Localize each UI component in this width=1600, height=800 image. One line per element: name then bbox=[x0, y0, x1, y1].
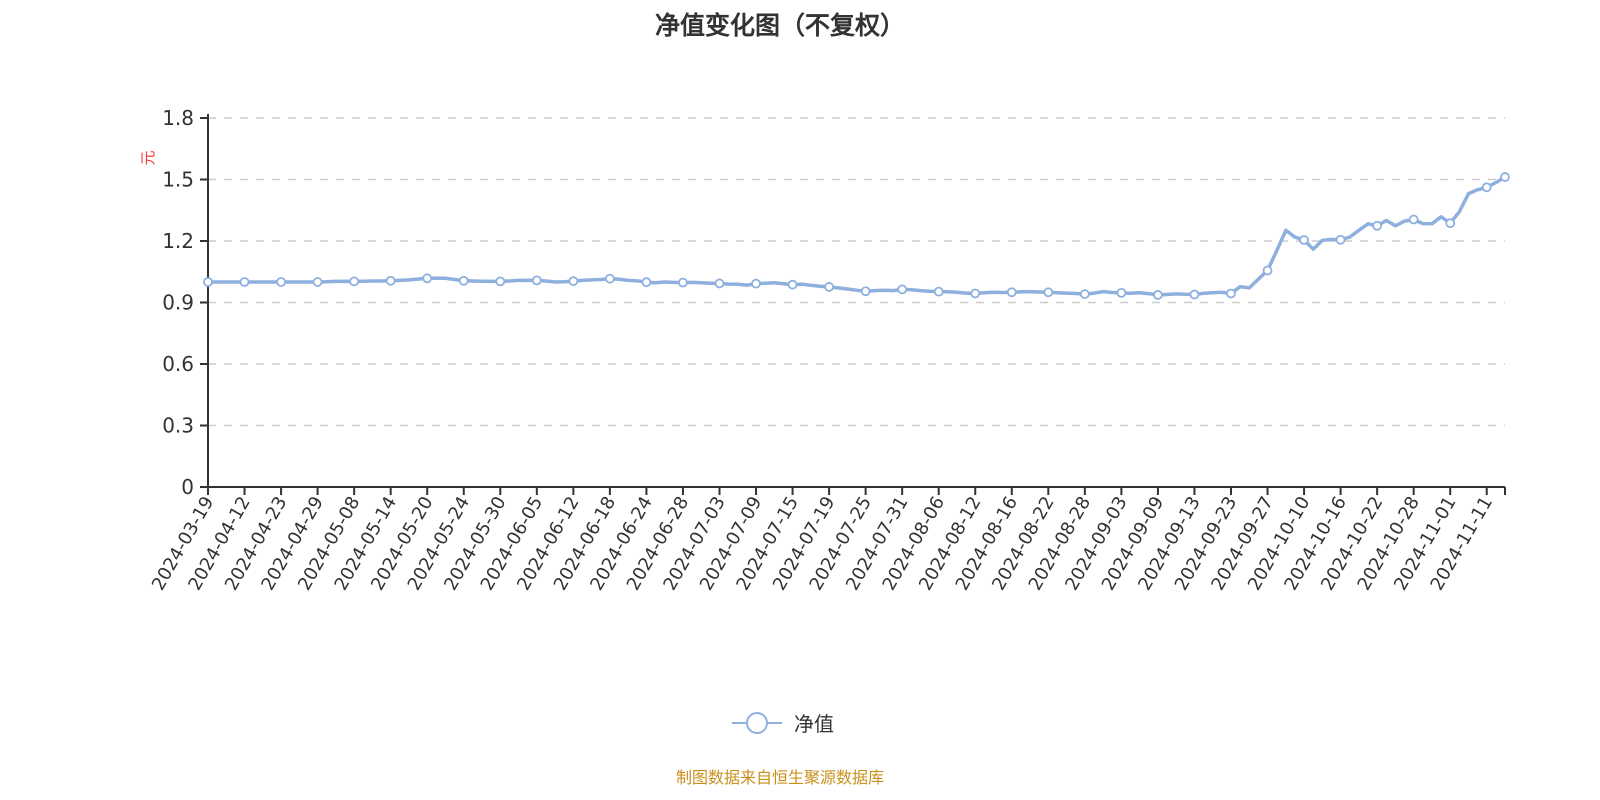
data-point bbox=[1335, 234, 1346, 245]
y-tick-label: 1.5 bbox=[162, 168, 194, 192]
data-point bbox=[203, 277, 213, 287]
y-tick-label: 0.6 bbox=[162, 352, 194, 376]
data-point bbox=[933, 286, 944, 297]
data-point bbox=[1226, 288, 1236, 299]
data-point bbox=[1408, 214, 1419, 225]
data-point bbox=[458, 275, 469, 286]
data-point bbox=[1372, 220, 1383, 231]
data-point bbox=[1299, 235, 1309, 245]
y-tick-label: 1.2 bbox=[162, 229, 194, 253]
data-point bbox=[568, 276, 579, 287]
data-point bbox=[1445, 218, 1456, 229]
data-point bbox=[239, 277, 250, 287]
series-line bbox=[206, 175, 1507, 297]
data-point bbox=[349, 276, 360, 287]
y-tick-label: 1.8 bbox=[162, 106, 194, 130]
data-point bbox=[1043, 287, 1054, 298]
data-point bbox=[312, 277, 323, 287]
data-point bbox=[1116, 287, 1127, 298]
data-point bbox=[385, 275, 396, 286]
data-point bbox=[1481, 182, 1492, 193]
y-axis-label: 元 bbox=[139, 150, 157, 165]
data-point bbox=[714, 278, 725, 289]
y-tick-label: 0.3 bbox=[162, 414, 194, 438]
y-tick-label: 0.9 bbox=[162, 291, 194, 315]
legend-item[interactable]: 净值 bbox=[732, 708, 834, 737]
chart-title: 净值变化图（不复权） bbox=[654, 11, 905, 40]
data-point bbox=[860, 286, 871, 297]
data-point bbox=[678, 277, 688, 288]
source-note: 制图数据来自恒生聚源数据库 bbox=[675, 768, 884, 787]
data-point bbox=[531, 275, 542, 286]
data-point bbox=[1262, 265, 1273, 276]
data-point bbox=[604, 273, 615, 284]
data-point bbox=[495, 276, 506, 287]
data-point bbox=[787, 279, 798, 290]
data-point bbox=[1500, 172, 1510, 182]
data-point bbox=[751, 278, 761, 289]
y-tick-label: 0 bbox=[181, 475, 194, 499]
legend-label: 净值 bbox=[794, 712, 834, 736]
data-point bbox=[1079, 289, 1090, 299]
data-point bbox=[1153, 290, 1163, 300]
data-point bbox=[641, 277, 652, 288]
data-point bbox=[970, 288, 981, 299]
legend-line-circle-icon bbox=[732, 711, 782, 734]
data-point bbox=[824, 282, 834, 292]
data-point bbox=[422, 273, 433, 284]
data-point bbox=[276, 277, 286, 287]
data-point bbox=[1006, 287, 1017, 298]
data-point bbox=[1189, 289, 1200, 300]
data-point bbox=[897, 284, 908, 295]
